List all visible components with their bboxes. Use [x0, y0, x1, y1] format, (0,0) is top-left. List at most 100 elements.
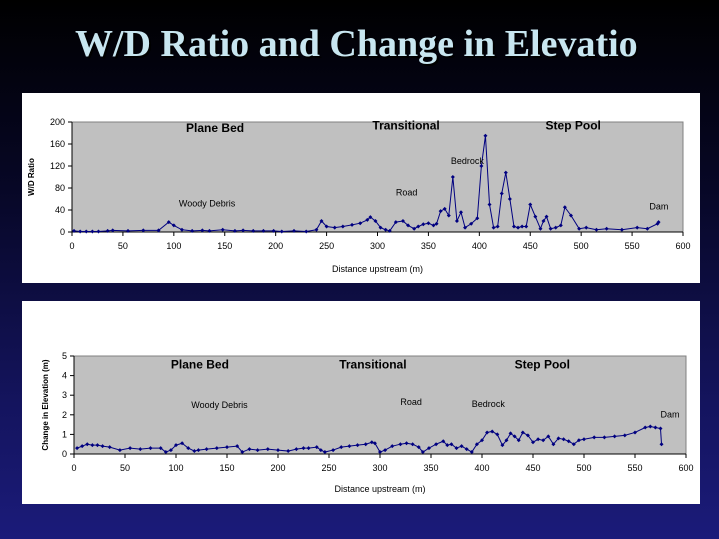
data-point — [434, 442, 439, 447]
data-point — [594, 227, 599, 232]
annotation-label: Bedrock — [472, 399, 506, 409]
data-point — [214, 446, 219, 451]
data-point — [480, 438, 484, 443]
data-point — [363, 442, 368, 447]
data-point — [304, 229, 309, 234]
data-point — [566, 439, 571, 444]
data-point — [350, 222, 355, 227]
data-point — [166, 220, 171, 225]
data-point — [487, 202, 492, 207]
data-point — [469, 221, 474, 226]
data-point — [398, 442, 403, 447]
data-point — [291, 228, 296, 233]
annotation-label: Step Pool — [546, 119, 601, 133]
data-point — [235, 444, 240, 449]
data-point — [261, 228, 266, 233]
data-point — [148, 446, 153, 451]
data-point — [318, 448, 323, 453]
data-point — [383, 227, 388, 232]
data-point — [355, 443, 360, 448]
data-point — [525, 433, 530, 438]
data-point — [450, 175, 455, 179]
data-point — [378, 450, 382, 455]
data-point — [265, 447, 270, 452]
data-point — [538, 226, 543, 231]
data-point — [445, 443, 450, 448]
data-point — [420, 450, 425, 455]
data-point — [171, 223, 176, 228]
data-point — [80, 444, 85, 449]
data-point — [84, 229, 89, 234]
data-point — [406, 223, 411, 228]
data-point — [126, 228, 131, 233]
data-point — [192, 449, 197, 454]
data-point — [582, 437, 586, 442]
data-point — [365, 217, 370, 222]
y-tick-label: 0 — [60, 227, 65, 237]
data-point — [503, 170, 508, 175]
data-point — [117, 448, 122, 453]
data-point — [207, 228, 212, 233]
x-tick-label: 200 — [270, 463, 285, 473]
x-tick-label: 150 — [219, 463, 234, 473]
data-point — [200, 228, 205, 233]
x-tick-label: 350 — [421, 241, 436, 251]
plot-area — [71, 121, 684, 233]
annotation-label: Road — [400, 397, 422, 407]
data-point — [90, 229, 95, 234]
y-tick-label: 40 — [55, 205, 65, 215]
data-point — [421, 222, 426, 227]
data-point — [635, 225, 640, 230]
data-point — [110, 228, 115, 233]
data-point — [577, 226, 582, 231]
data-point — [438, 209, 443, 214]
data-point — [100, 444, 105, 449]
data-point — [485, 430, 490, 435]
x-tick-label: 250 — [319, 241, 334, 251]
data-point — [541, 438, 546, 443]
data-point — [536, 437, 541, 442]
y-tick-label: 120 — [50, 161, 65, 171]
data-point — [544, 214, 549, 219]
annotation-label: Woody Debris — [179, 199, 236, 209]
data-point — [138, 447, 143, 452]
data-point — [186, 446, 191, 451]
data-point — [558, 223, 563, 228]
data-point — [339, 445, 344, 450]
data-point — [286, 449, 291, 454]
data-point — [459, 444, 464, 449]
data-point — [645, 226, 650, 231]
data-point — [531, 440, 535, 445]
data-point — [524, 224, 529, 229]
x-tick-label: 550 — [625, 241, 640, 251]
data-point — [659, 442, 664, 447]
annotation-label: Transitional — [339, 358, 406, 372]
data-point — [85, 442, 90, 447]
data-point — [592, 435, 597, 440]
data-point — [369, 440, 374, 445]
data-point — [240, 450, 245, 455]
data-point — [107, 445, 112, 450]
data-point — [512, 434, 517, 439]
data-point — [404, 441, 409, 446]
data-point — [141, 228, 146, 233]
data-point — [511, 224, 516, 229]
x-tick-label: 400 — [474, 463, 489, 473]
annotation-label: Plane Bed — [186, 121, 244, 135]
data-point — [553, 225, 558, 230]
x-tick-label: 50 — [120, 463, 130, 473]
data-point — [322, 450, 327, 455]
data-point — [426, 221, 431, 226]
data-point — [72, 228, 77, 233]
data-point — [332, 225, 337, 230]
data-point — [459, 210, 464, 215]
elevation-change-chart-panel: 0 50 100 150 200 250 300 350 400 450 500 550 600 0 1 2 3… — [22, 301, 700, 504]
x-tick-label: 250 — [321, 463, 336, 473]
data-point — [504, 438, 509, 443]
data-point — [516, 438, 521, 443]
data-point — [576, 438, 581, 443]
slide-title: W/D Ratio and Change in Elevatio — [75, 23, 638, 65]
data-point — [520, 430, 525, 435]
data-point — [271, 228, 276, 233]
x-tick-label: 450 — [523, 241, 538, 251]
